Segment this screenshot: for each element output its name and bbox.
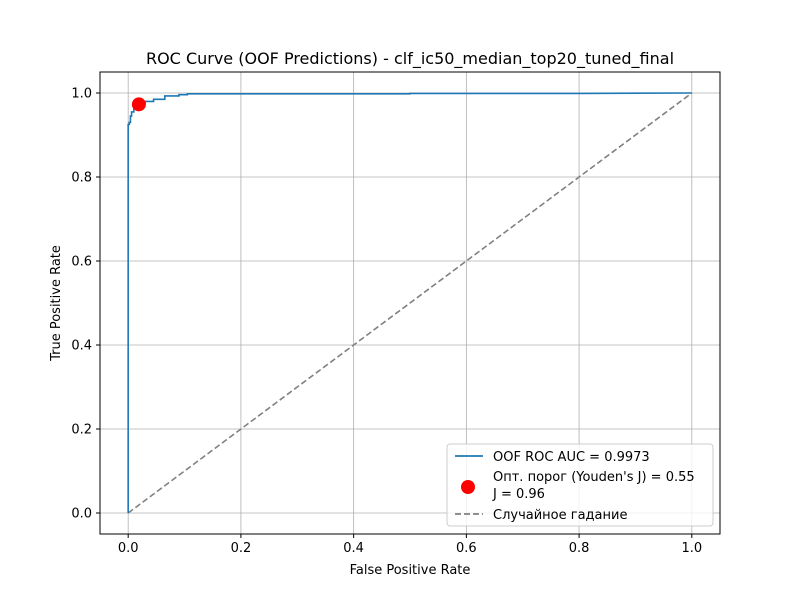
random-guess-line [127, 92, 693, 514]
y-axis-label: True Positive Rate [49, 245, 64, 362]
chart-title: ROC Curve (OOF Predictions) - clf_ic50_m… [146, 49, 674, 69]
x-tick-label: 0.6 [456, 541, 477, 556]
legend-box [446, 443, 714, 527]
legend-threshold-label-1: Опт. порог (Youden's J) = 0.55 [493, 470, 695, 485]
x-tick-label: 0.2 [231, 541, 252, 556]
ticks: 0.0 0.2 0.4 0.6 0.8 1.0 0.0 0.2 0.4 0.6 0.8 1.0 [71, 87, 702, 557]
legend-threshold-swatch [461, 480, 475, 494]
y-tick-label: 0.4 [71, 339, 92, 354]
data-layer [127, 92, 693, 514]
y-tick-label: 1.0 [71, 87, 92, 102]
y-tick-label: 0.6 [71, 255, 92, 270]
grid [100, 72, 720, 534]
y-tick-label: 0.0 [71, 507, 92, 522]
legend-roc-label: OOF ROC AUC = 0.9973 [493, 450, 650, 465]
legend: OOF ROC AUC = 0.9973 Опт. порог (Youden'… [446, 443, 714, 527]
x-tick-label: 0.4 [343, 541, 364, 556]
y-tick-label: 0.8 [71, 171, 92, 186]
x-axis-label: False Positive Rate [350, 563, 471, 578]
axes-frame [99, 71, 721, 535]
x-tick-label: 1.0 [681, 541, 702, 556]
y-tick-label: 0.2 [71, 423, 92, 438]
x-tick-label: 0.0 [118, 541, 139, 556]
x-tick-label: 0.8 [569, 541, 590, 556]
legend-threshold-label-2: J = 0.96 [492, 487, 545, 502]
legend-random-label: Случайное гадание [493, 508, 627, 523]
optimal-threshold-point [131, 97, 146, 112]
